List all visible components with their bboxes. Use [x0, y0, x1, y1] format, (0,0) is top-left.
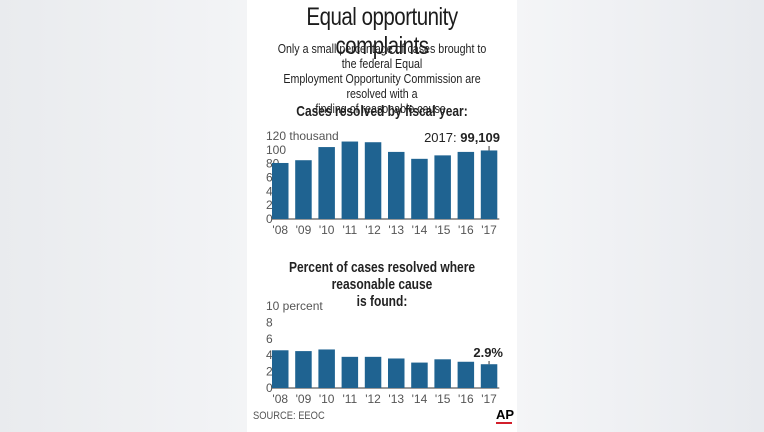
chart-title-percent: Percent of cases resolved where reasonab…	[274, 259, 490, 310]
cases-bar	[480, 150, 498, 219]
cases-xtick-label: '12	[365, 223, 381, 237]
chart-title-line: is found:	[356, 293, 408, 310]
cases-annotation: 2017: 99,109	[424, 130, 500, 145]
percent-xtick-label: '14	[412, 392, 428, 406]
percent-xtick-label: '16	[458, 392, 474, 406]
percent-bar	[434, 359, 451, 388]
cases-bar	[411, 158, 428, 219]
cases-xtick-label: '09	[296, 223, 312, 237]
percent-xtick-label: '11	[342, 392, 357, 406]
percent-bar	[318, 349, 335, 388]
percent-xtick-label: '08	[272, 392, 288, 406]
chart-title-line: Percent of cases resolved where reasonab…	[288, 259, 476, 293]
percent-xtick-label: '09	[296, 392, 312, 406]
cases-xtick-label: '15	[435, 223, 451, 237]
percent-bar	[272, 350, 289, 388]
percent-ytick-label: 8	[266, 315, 273, 329]
cases-bar	[434, 155, 451, 219]
cases-ytick-label: 120 thousand	[266, 129, 339, 143]
percent-bar	[295, 351, 312, 388]
percent-bar	[388, 358, 405, 388]
percent-ytick-label: 2	[266, 365, 273, 379]
cases-bar	[388, 151, 405, 219]
cases-bar	[457, 151, 475, 219]
background-right	[517, 0, 764, 432]
cases-ytick-label: 0	[266, 212, 273, 226]
percent-annotation-value: 2.9%	[473, 345, 503, 360]
ap-logo: AP	[496, 407, 515, 422]
percent-bar	[457, 361, 475, 388]
cases-xtick-label: '10	[319, 223, 335, 237]
cases-xtick-label: '13	[388, 223, 404, 237]
percent-annotation: 2.9%	[473, 345, 503, 360]
cases-bar	[272, 162, 289, 219]
infographic-panel: Equal opportunity complaints Only a smal…	[247, 0, 517, 432]
cases-xtick-label: '08	[272, 223, 288, 237]
percent-bar	[364, 356, 382, 388]
percent-xtick-label: '17	[481, 392, 497, 406]
percent-bar	[341, 356, 359, 388]
cases-xtick-label: '11	[342, 223, 357, 237]
cases-bar	[318, 147, 335, 219]
cases-annotation-prefix: 2017:	[424, 130, 460, 145]
chart-percent-reasonable-cause: 0 2 4 6 8 10 percent '08 '09 '10 '11 '12 '13 '14 '15 '…	[266, 299, 503, 406]
percent-xtick-label: '12	[365, 392, 381, 406]
cases-xtick-label: '14	[412, 223, 428, 237]
subtitle-line: finding of reasonable cause.	[315, 101, 449, 116]
percent-ytick-label: 10 percent	[266, 299, 323, 313]
percent-xtick-label: '13	[388, 392, 404, 406]
infographic-subtitle: Only a small percentage of cases brought…	[271, 41, 492, 116]
percent-bar	[480, 364, 498, 388]
infographic-title: Equal opportunity complaints	[306, 3, 458, 60]
chart-title-cases: Cases resolved by fiscal year:	[296, 103, 468, 120]
background-left	[0, 0, 247, 432]
percent-xtick-label: '15	[435, 392, 451, 406]
source-note: SOURCE: EEOC	[253, 410, 325, 422]
subtitle-line: Employment Opportunity Commission are re…	[283, 71, 481, 101]
cases-annotation-value: 99,109	[460, 130, 500, 145]
percent-ytick-label: 4	[266, 348, 273, 362]
cases-xtick-label: '16	[458, 223, 474, 237]
cases-bar	[341, 141, 359, 219]
percent-ytick-label: 0	[266, 381, 273, 395]
cases-bar	[295, 160, 312, 219]
cases-xtick-label: '17	[481, 223, 497, 237]
ap-logo-underline	[496, 422, 512, 424]
percent-ytick-label: 6	[266, 332, 273, 346]
cases-bar	[364, 142, 382, 219]
subtitle-line: Only a small percentage of cases brought…	[277, 41, 487, 71]
chart-cases-resolved: 020406080100120 thousand'08'09'10'11'12'…	[266, 129, 500, 237]
cases-ytick-label: 100	[266, 143, 286, 157]
percent-xtick-label: '10	[319, 392, 335, 406]
percent-bar	[411, 362, 428, 388]
